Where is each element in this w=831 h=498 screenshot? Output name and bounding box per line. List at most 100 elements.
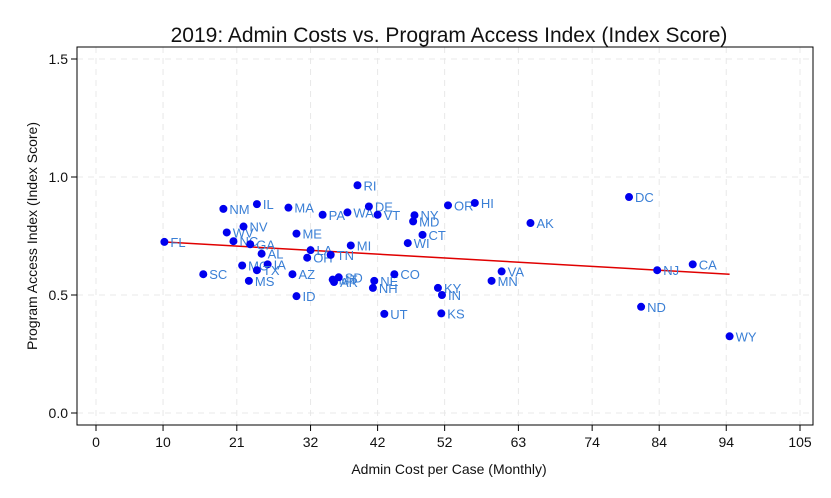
point-label: AL: [268, 247, 284, 262]
x-axis: 0 10 21 32 42 52 63 74 84 94 105: [92, 425, 812, 450]
point-label: MA: [294, 201, 314, 216]
point-label: NV: [250, 220, 268, 235]
point-label: DC: [635, 190, 654, 205]
y-axis: 0.0 0.5 1.0 1.5: [49, 51, 77, 421]
point-label: KS: [447, 306, 465, 321]
point-label: VT: [384, 208, 401, 223]
point-label: NH: [379, 281, 398, 296]
y-tick-label: 1.0: [49, 169, 69, 185]
data-point: [725, 332, 734, 341]
point-label: AZ: [298, 267, 315, 282]
data-point: [246, 240, 255, 249]
data-point: [244, 276, 253, 285]
point-label: AR: [340, 275, 358, 290]
point-label: KY: [444, 281, 462, 296]
point-label: MS: [255, 274, 275, 289]
point-label: NY: [420, 208, 438, 223]
data-point: [252, 266, 261, 275]
y-tick-label: 0.0: [49, 405, 69, 421]
x-tick-label: 105: [788, 434, 812, 450]
point-label: SC: [209, 267, 227, 282]
grid-lines: [77, 47, 813, 425]
point-label: VA: [508, 264, 525, 279]
data-point: [444, 201, 452, 210]
data-point: [487, 276, 496, 285]
data-point: [625, 193, 634, 202]
x-tick-label: 21: [229, 434, 245, 450]
point-label: IL: [263, 197, 274, 212]
point-label: NM: [229, 202, 249, 217]
data-point: [364, 202, 373, 211]
data-point: [160, 237, 169, 246]
data-point: [653, 266, 662, 275]
point-label: ME: [302, 227, 322, 242]
data-point: [688, 260, 697, 269]
data-point: [219, 204, 228, 213]
point-label: TN: [337, 248, 354, 263]
x-axis-title: Admin Cost per Case (Monthly): [351, 461, 546, 477]
trend-line: [163, 241, 730, 275]
point-label: WV: [233, 225, 254, 240]
x-tick-label: 32: [303, 434, 319, 450]
point-label: MD: [419, 214, 439, 229]
data-point: [637, 302, 646, 311]
data-point: [433, 283, 442, 292]
data-point: [353, 181, 362, 190]
x-tick-label: 10: [155, 434, 171, 450]
data-point: [284, 203, 293, 212]
point-label: SD: [345, 270, 363, 285]
point-label: CA: [699, 257, 717, 272]
y-tick-label: 1.5: [49, 51, 69, 67]
point-label: MI: [357, 238, 371, 253]
data-point: [292, 292, 301, 301]
point-label: RI: [363, 178, 376, 193]
y-tick-label: 0.5: [49, 287, 69, 303]
chart-title: 2019: Admin Costs vs. Program Access Ind…: [171, 24, 728, 47]
data-point: [497, 267, 506, 276]
data-point: [306, 246, 315, 255]
point-label: ND: [647, 300, 666, 315]
data-point: [257, 249, 266, 258]
point-label: TX: [263, 263, 280, 278]
data-point: [303, 253, 312, 262]
data-point: [343, 208, 352, 217]
point-label: WI: [414, 236, 430, 251]
point-label: IN: [448, 288, 461, 303]
point-label: NJ: [663, 263, 679, 278]
point-label: GA: [256, 237, 275, 252]
data-point: [410, 211, 419, 220]
point-label: MN: [498, 274, 518, 289]
data-point: [199, 270, 208, 279]
point-label: MT: [339, 273, 358, 288]
data-point: [409, 217, 418, 226]
point-label: ID: [302, 289, 315, 304]
data-points: FLSCNMWVNCNVMOGAILALIATXMSMAAZMEIDLAOHPA…: [160, 178, 757, 344]
x-tick-label: 74: [584, 434, 600, 450]
data-point: [288, 270, 297, 279]
data-point: [437, 291, 446, 299]
data-point: [318, 210, 327, 219]
data-point: [346, 241, 355, 250]
x-tick-label: 94: [718, 434, 734, 450]
x-tick-label: 84: [651, 434, 667, 450]
point-label: FL: [170, 235, 185, 250]
point-label: DE: [375, 200, 393, 215]
data-point: [373, 210, 382, 219]
x-tick-label: 42: [370, 434, 386, 450]
data-point: [326, 250, 335, 259]
point-label: IA: [274, 257, 287, 272]
data-point: [380, 309, 389, 318]
point-label: UT: [390, 307, 407, 322]
data-point: [368, 283, 377, 292]
data-point: [390, 270, 399, 279]
data-point: [526, 219, 535, 228]
data-point: [239, 222, 248, 231]
data-point: [403, 239, 412, 248]
data-point: [334, 273, 343, 282]
data-point: [229, 237, 238, 246]
point-label: CO: [400, 267, 420, 282]
x-tick-label: 0: [92, 434, 100, 450]
point-label: AK: [536, 216, 554, 231]
data-point: [437, 309, 446, 318]
